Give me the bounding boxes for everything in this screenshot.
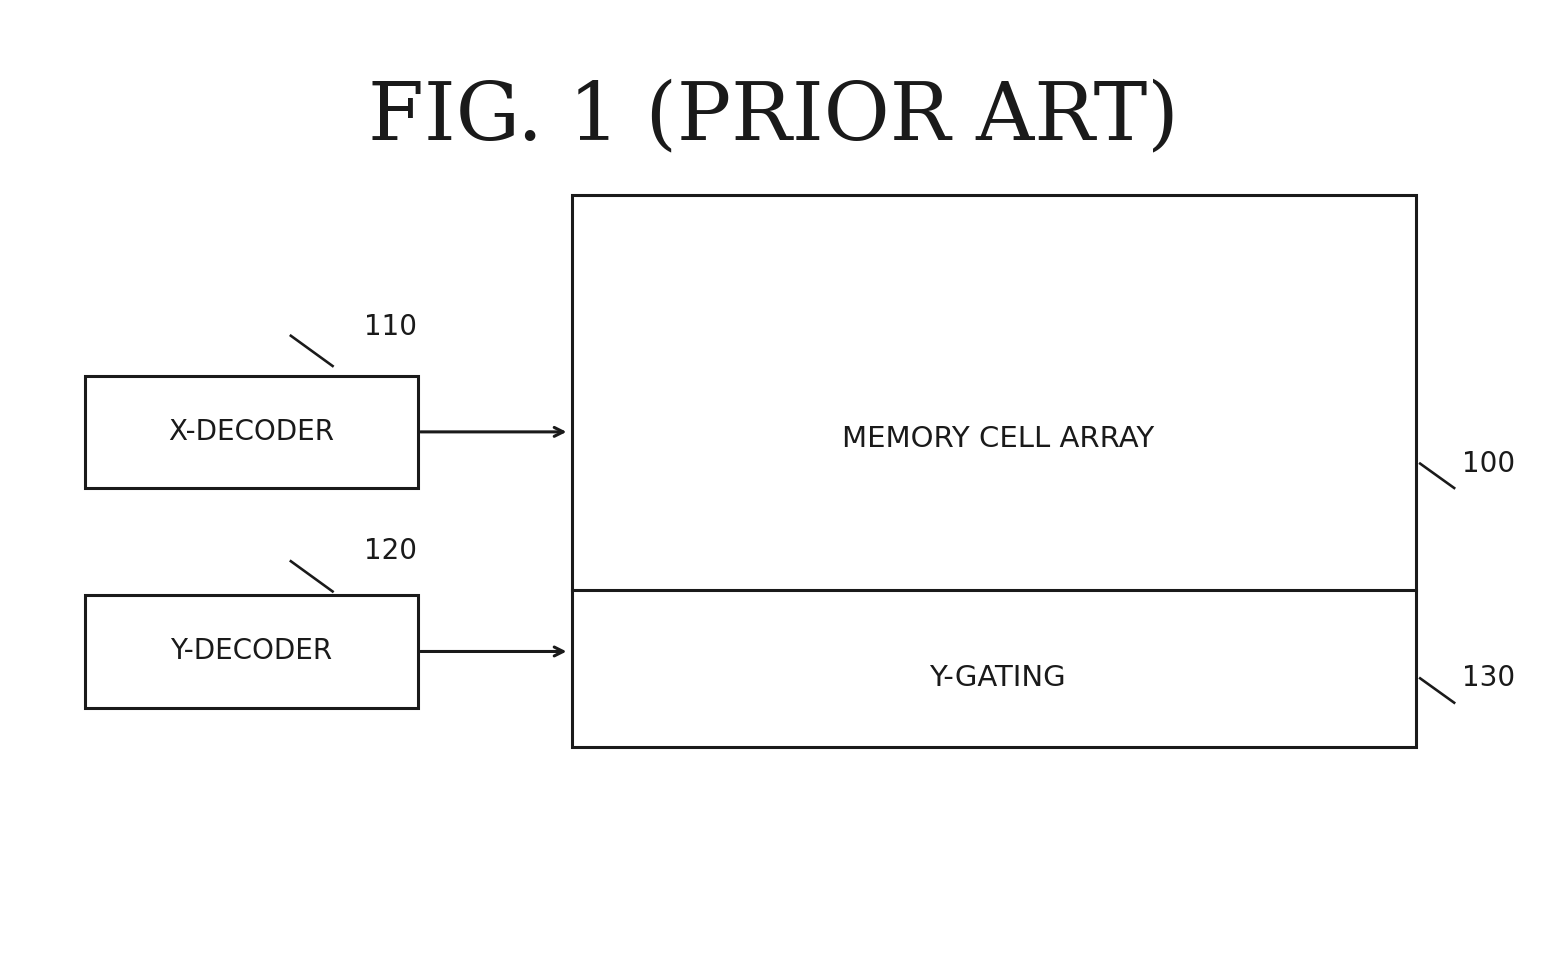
Text: FIG. 1 (PRIOR ART): FIG. 1 (PRIOR ART) (368, 78, 1179, 156)
Bar (85, 595, 418, 708)
Bar (85, 376, 418, 488)
Text: MEMORY CELL ARRAY: MEMORY CELL ARRAY (842, 426, 1154, 453)
Text: Y-GATING: Y-GATING (930, 665, 1066, 692)
Bar (572, 195, 1416, 747)
Text: X-DECODER: X-DECODER (169, 418, 334, 446)
Text: 110: 110 (364, 313, 416, 341)
Text: 100: 100 (1462, 450, 1515, 477)
Text: Y-DECODER: Y-DECODER (170, 637, 333, 666)
Text: 130: 130 (1462, 665, 1515, 692)
Text: 120: 120 (364, 538, 416, 565)
